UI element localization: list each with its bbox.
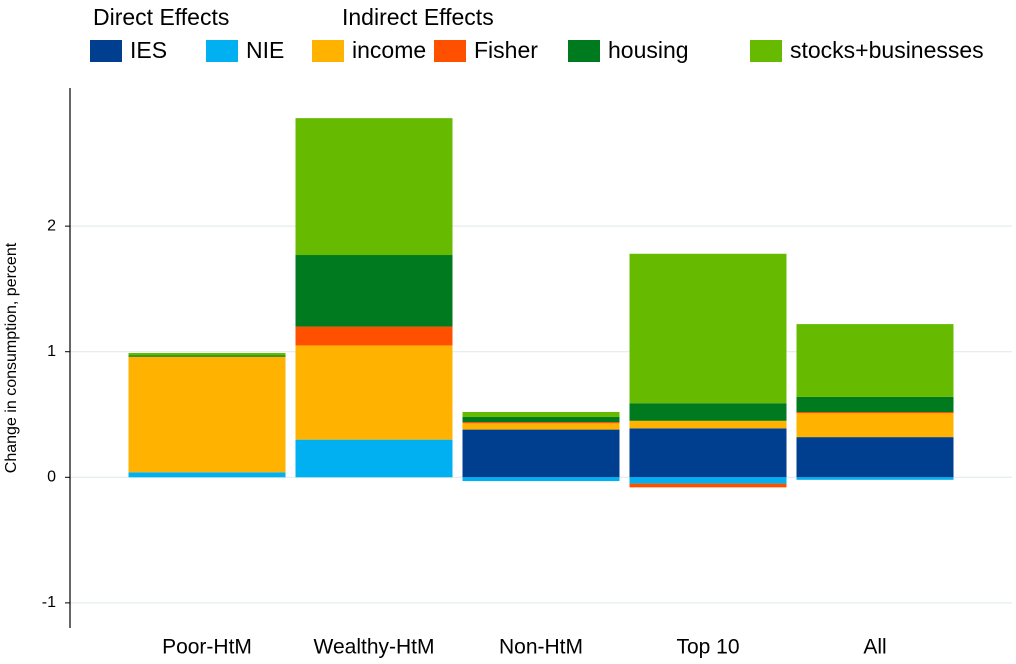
bar-segment <box>462 429 620 478</box>
bar-segment <box>462 417 620 423</box>
bar-segment <box>462 423 620 430</box>
legend-label: NIE <box>246 37 284 63</box>
bar-segment <box>128 472 286 478</box>
bar-segment <box>796 412 954 414</box>
y-tick-label: 1 <box>47 343 56 360</box>
bar-segment <box>462 422 620 424</box>
bar-segment <box>796 437 954 478</box>
y-tick-label: 2 <box>47 217 56 234</box>
bar-segment <box>462 412 620 418</box>
bar-segment <box>295 118 453 256</box>
legend-swatch <box>434 40 466 62</box>
legend-label: stocks+businesses <box>790 37 984 63</box>
bar-segment <box>629 253 787 404</box>
bar-segment <box>796 324 954 397</box>
x-tick-label: Wealthy-HtM <box>314 636 435 659</box>
legend-label: housing <box>608 37 689 63</box>
bar-segment <box>295 326 453 346</box>
bar-segment <box>128 355 286 357</box>
legend-swatch <box>206 40 238 62</box>
bar-segment <box>295 439 453 478</box>
y-tick-label: 0 <box>47 469 56 486</box>
x-tick-label: Non-HtM <box>499 636 583 659</box>
bar-segment <box>629 420 787 429</box>
bar-segment <box>629 477 787 484</box>
bar-segment <box>796 477 954 480</box>
bar-segment <box>462 477 620 482</box>
bar-segment <box>128 352 286 356</box>
legend-swatch <box>90 40 122 62</box>
y-axis-label: Change in consumption, percent <box>3 242 20 473</box>
bar-segment <box>796 396 954 412</box>
legend-swatch <box>568 40 600 62</box>
x-tick-label: Poor-HtM <box>162 636 252 659</box>
bar-segment <box>629 403 787 421</box>
bar-segment <box>629 483 787 488</box>
legend-group-title: Indirect Effects <box>342 4 494 30</box>
legend-swatch <box>750 40 782 62</box>
bar-segment <box>796 413 954 438</box>
legend-swatch <box>312 40 344 62</box>
bar-segment <box>629 428 787 478</box>
legend-label: IES <box>130 37 167 63</box>
bar-segment <box>128 356 286 473</box>
x-tick-label: All <box>863 636 886 659</box>
x-tick-label: Top 10 <box>676 636 739 659</box>
bar-segment <box>295 345 453 440</box>
y-tick-label: -1 <box>42 594 56 611</box>
legend-group-title: Direct Effects <box>93 4 229 30</box>
legend-label: income <box>352 37 426 63</box>
legend-label: Fisher <box>474 37 538 63</box>
bar-segment <box>295 255 453 327</box>
